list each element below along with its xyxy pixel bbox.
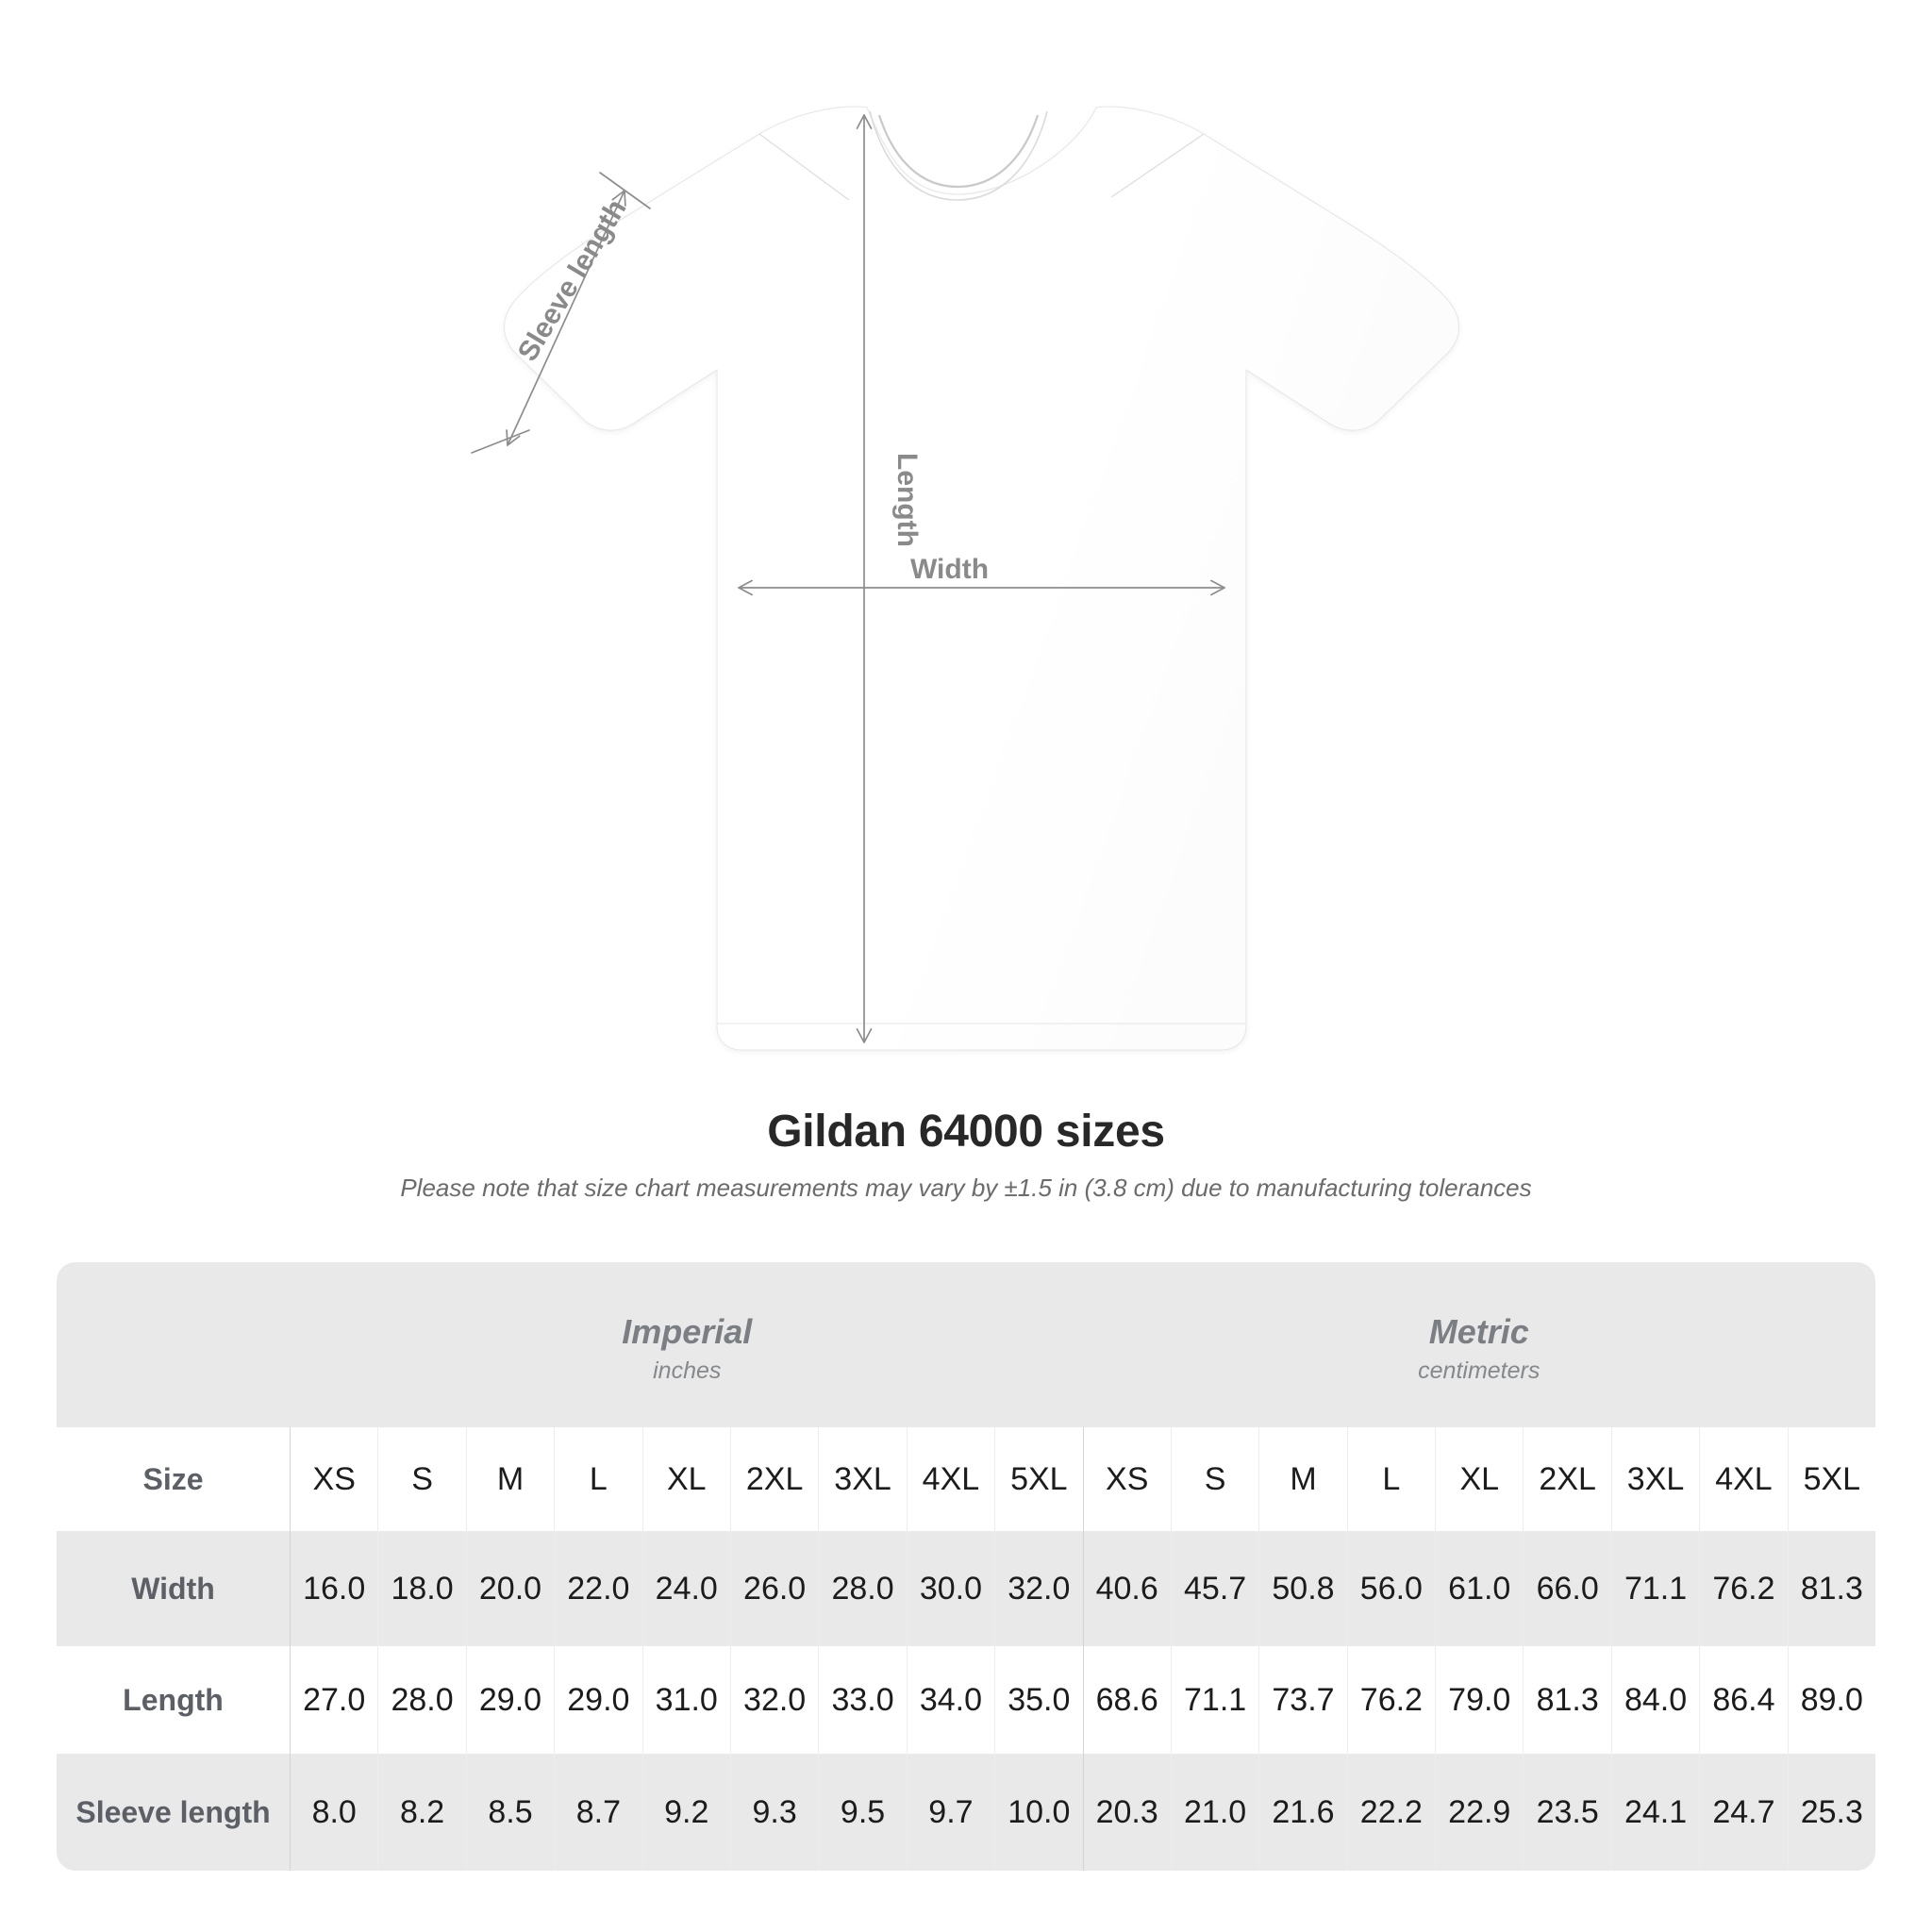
svg-text:Width: Width bbox=[910, 554, 989, 585]
svg-text:Length: Length bbox=[891, 453, 923, 547]
